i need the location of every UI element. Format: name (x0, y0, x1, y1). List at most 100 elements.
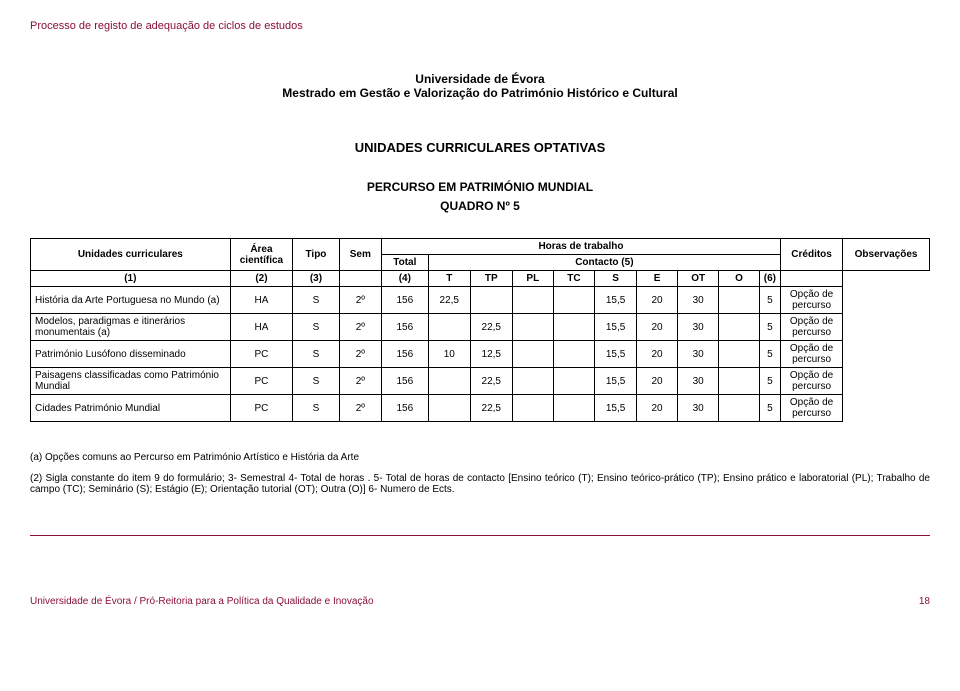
table-cell: 20 (637, 287, 678, 314)
table-cell: História da Arte Portuguesa no Mundo (a) (31, 287, 231, 314)
table-cell: 2º (339, 341, 381, 368)
th-sem: Sem (339, 239, 381, 271)
table-cell: 2º (339, 287, 381, 314)
num-6: (6) (759, 271, 780, 287)
table-cell: 15,5 (595, 287, 637, 314)
table-body: História da Arte Portuguesa no Mundo (a)… (31, 287, 930, 422)
notes-block: (a) Opções comuns ao Percurso em Patrimó… (30, 452, 930, 495)
th-creditos: Créditos (781, 239, 843, 271)
table-cell: 20 (637, 314, 678, 341)
table-cell (553, 341, 594, 368)
th-total: Total (381, 255, 428, 271)
table-cell (512, 368, 553, 395)
table-cell: 15,5 (595, 314, 637, 341)
table-cell: HA (230, 314, 293, 341)
table-cell: 156 (381, 395, 428, 422)
note-2: (2) Sigla constante do item 9 do formulá… (30, 473, 930, 495)
table-cell: Modelos, paradigmas e itinerários monume… (31, 314, 231, 341)
table-cell: 30 (678, 368, 719, 395)
table-row: Paisagens classificadas como Património … (31, 368, 930, 395)
table-cell (512, 287, 553, 314)
table-cell: 5 (759, 314, 780, 341)
th-tp: TP (470, 271, 512, 287)
footer-divider (30, 535, 930, 536)
table-cell: 156 (381, 314, 428, 341)
table-cell: S (293, 341, 340, 368)
table-cell: 5 (759, 287, 780, 314)
th-t: T (428, 271, 470, 287)
th-area: Área científica (230, 239, 293, 271)
th-tc: TC (553, 271, 594, 287)
table-cell: 15,5 (595, 341, 637, 368)
th-ot: OT (678, 271, 719, 287)
table-cell: 20 (637, 368, 678, 395)
table-cell: 5 (759, 395, 780, 422)
table-cell: PC (230, 395, 293, 422)
table-cell: 20 (637, 395, 678, 422)
th-horas: Horas de trabalho (381, 239, 780, 255)
university-name: Universidade de Évora (30, 72, 930, 86)
table-cell (719, 395, 759, 422)
process-header: Processo de registo de adequação de cicl… (30, 20, 930, 32)
note-a: (a) Opções comuns ao Percurso em Patrimó… (30, 452, 930, 463)
table-cell (719, 287, 759, 314)
th-pl: PL (512, 271, 553, 287)
table-cell: 2º (339, 314, 381, 341)
table-cell: 156 (381, 287, 428, 314)
table-cell: Opção de percurso (781, 287, 843, 314)
table-cell: 30 (678, 395, 719, 422)
table-cell: 2º (339, 368, 381, 395)
section-main: UNIDADES CURRICULARES OPTATIVAS (30, 140, 930, 155)
table-cell: 30 (678, 341, 719, 368)
table-row: Cidades Património MundialPCS2º156 22,5 15… (31, 395, 930, 422)
program-name: Mestrado em Gestão e Valorização do Patr… (30, 86, 930, 100)
th-o: O (719, 271, 759, 287)
table-cell: 15,5 (595, 395, 637, 422)
table-cell: PC (230, 368, 293, 395)
table-cell (553, 314, 594, 341)
table-cell (470, 287, 512, 314)
table-cell (553, 368, 594, 395)
table-cell: Opção de percurso (781, 314, 843, 341)
table-cell: Cidades Património Mundial (31, 395, 231, 422)
table-cell: 22,5 (428, 287, 470, 314)
empty (781, 271, 843, 287)
table-cell: Património Lusófono disseminado (31, 341, 231, 368)
table-cell (512, 314, 553, 341)
empty (339, 271, 381, 287)
table-cell: 5 (759, 368, 780, 395)
table-cell: S (293, 395, 340, 422)
table-cell: 12,5 (470, 341, 512, 368)
table-cell: 15,5 (595, 368, 637, 395)
table-cell: HA (230, 287, 293, 314)
section-sub: PERCURSO EM PATRIMÓNIO MUNDIAL (30, 180, 930, 194)
table-cell (719, 341, 759, 368)
footer-left: Universidade de Évora / Pró-Reitoria par… (30, 596, 374, 607)
table-cell (719, 314, 759, 341)
table-cell: 5 (759, 341, 780, 368)
table-cell: 20 (637, 341, 678, 368)
th-obs: Observações (843, 239, 930, 271)
table-cell (512, 395, 553, 422)
table-cell: 30 (678, 287, 719, 314)
table-cell: S (293, 287, 340, 314)
table-cell (428, 314, 470, 341)
table-cell: 22,5 (470, 368, 512, 395)
table-cell: Paisagens classificadas como Património … (31, 368, 231, 395)
table-cell: 22,5 (470, 395, 512, 422)
th-s: S (595, 271, 637, 287)
num-1: (1) (31, 271, 231, 287)
title-block: Universidade de Évora Mestrado em Gestão… (30, 72, 930, 100)
table-row: Modelos, paradigmas e itinerários monume… (31, 314, 930, 341)
table-cell: 2º (339, 395, 381, 422)
table-cell (428, 395, 470, 422)
curriculum-table: Unidades curriculares Área científica Ti… (30, 238, 930, 422)
table-cell: PC (230, 341, 293, 368)
th-contacto: Contacto (5) (428, 255, 780, 271)
table-cell (553, 287, 594, 314)
num-3: (3) (293, 271, 340, 287)
table-row: Património Lusófono disseminadoPCS2º1561… (31, 341, 930, 368)
table-cell: 30 (678, 314, 719, 341)
th-tipo: Tipo (293, 239, 340, 271)
page-footer: Universidade de Évora / Pró-Reitoria par… (30, 596, 930, 607)
